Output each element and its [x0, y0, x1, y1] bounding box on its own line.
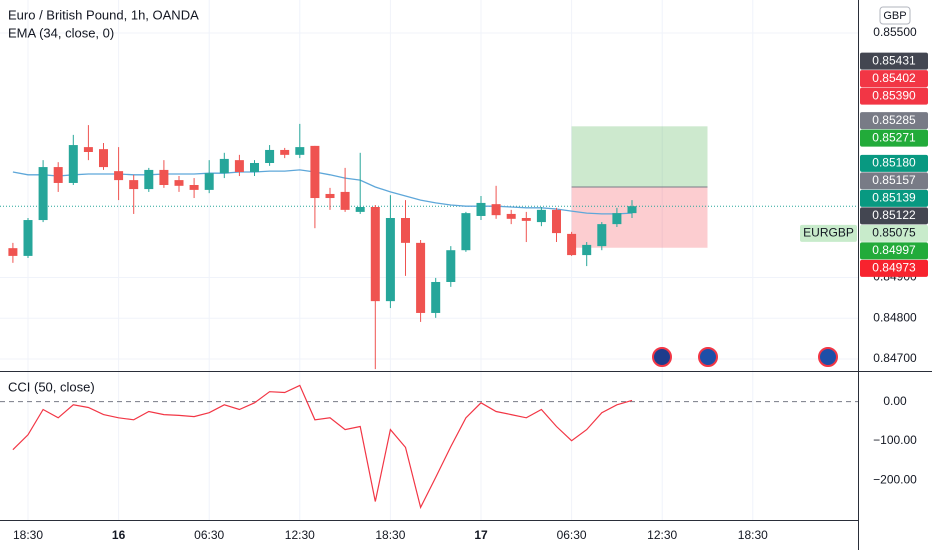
price-label: 0.85271	[872, 130, 916, 144]
price-label: 0.85390	[872, 88, 916, 102]
price-label-box	[860, 172, 928, 190]
candle-body	[68, 145, 78, 183]
candle-body	[295, 147, 305, 155]
candle-body	[265, 149, 275, 163]
y-tick-label: −100.00	[873, 433, 917, 447]
price-label-box	[860, 189, 928, 207]
symbol-title: Euro / British Pound, 1h, OANDA	[8, 7, 199, 22]
candle-body	[219, 158, 229, 174]
candle-body	[99, 149, 108, 168]
candle-body	[144, 169, 154, 190]
candle-body	[567, 233, 577, 256]
y-tick-label: 0.85500	[873, 25, 917, 39]
event-icon[interactable]	[698, 347, 718, 367]
candle-body	[521, 218, 531, 221]
candle-body	[310, 145, 320, 199]
candle-body	[159, 169, 169, 185]
price-label: 0.85431	[872, 53, 916, 67]
candle-body	[536, 209, 546, 223]
y-tick-label: −200.00	[873, 473, 917, 487]
candle-body	[506, 213, 516, 219]
price-label: 0.85122	[872, 208, 916, 222]
price-label-box	[860, 224, 928, 242]
price-label: 0.85157	[872, 173, 916, 187]
x-tick-label: 18:30	[375, 528, 405, 542]
symbol-label-box	[800, 224, 857, 242]
series-line	[12, 384, 633, 510]
price-label: 0.85075	[872, 226, 916, 240]
price-label-box	[860, 52, 928, 70]
candle-body	[174, 180, 184, 186]
candle-body	[401, 218, 410, 243]
price-label-box	[860, 129, 928, 147]
candle-body	[325, 193, 335, 199]
price-label-box	[860, 87, 928, 105]
candle-body	[461, 213, 471, 251]
currency-label[interactable]: GBP	[883, 10, 906, 22]
event-icons[interactable]	[652, 347, 838, 367]
symbol-label: EURGBP	[803, 226, 854, 240]
price-label-box	[860, 154, 928, 172]
candle-body	[114, 171, 124, 181]
event-icon[interactable]	[818, 347, 838, 367]
candle-body	[431, 281, 441, 313]
x-tick-label: 16	[112, 528, 126, 542]
candle-body	[53, 167, 63, 183]
candle-body	[582, 244, 592, 256]
price-label-box	[860, 207, 928, 225]
candle-body	[491, 204, 501, 216]
y-tick-label: 0.84700	[873, 351, 917, 365]
candle-body	[370, 207, 380, 302]
x-tick-label: 06:30	[557, 528, 587, 542]
candle-body	[476, 202, 486, 216]
x-tick-label: 06:30	[194, 528, 224, 542]
price-label: 0.85139	[872, 191, 916, 205]
price-label-box	[860, 112, 928, 130]
x-tick-label: 18:30	[738, 528, 768, 542]
candle-body	[204, 173, 214, 190]
position-target-zone	[571, 126, 708, 188]
x-tick-label: 12:30	[647, 528, 677, 542]
price-label: 0.84997	[872, 243, 916, 257]
candle-body	[355, 207, 365, 212]
candle-body	[38, 167, 48, 221]
candle-body	[385, 218, 395, 302]
x-tick-label: 18:30	[13, 528, 43, 542]
position-stop-zone	[571, 187, 708, 248]
price-label-box	[860, 242, 928, 260]
price-label-box	[860, 70, 928, 88]
candle-body	[612, 213, 622, 225]
currency-box[interactable]	[879, 6, 911, 25]
price-label: 0.85180	[872, 156, 916, 170]
candle-body	[189, 185, 199, 190]
candle-body	[627, 206, 637, 214]
candle-body	[416, 242, 426, 313]
candle-body	[234, 160, 244, 172]
candle-body	[597, 224, 607, 247]
candle-body	[129, 180, 139, 190]
price-label: 0.85285	[872, 113, 916, 127]
price-label: 0.84973	[872, 261, 916, 275]
candle-body	[446, 250, 456, 282]
candle-body	[83, 147, 93, 152]
ema-legend: EMA (34, close, 0)	[8, 25, 114, 40]
x-tick-label: 17	[474, 528, 488, 542]
candle-body	[250, 162, 259, 172]
y-tick-label: 0.00	[883, 394, 907, 408]
price-label-box	[860, 259, 928, 277]
cci-legend: CCI (50, close)	[8, 379, 95, 394]
candle-body	[8, 248, 18, 256]
candle-body	[340, 191, 350, 210]
y-tick-label: 0.84800	[873, 310, 917, 324]
x-tick-label: 12:30	[285, 528, 315, 542]
event-icon[interactable]	[652, 347, 672, 367]
candle-body	[23, 220, 33, 256]
price-label: 0.85402	[872, 71, 916, 85]
candle-body	[280, 149, 290, 155]
candle-body	[552, 209, 561, 234]
